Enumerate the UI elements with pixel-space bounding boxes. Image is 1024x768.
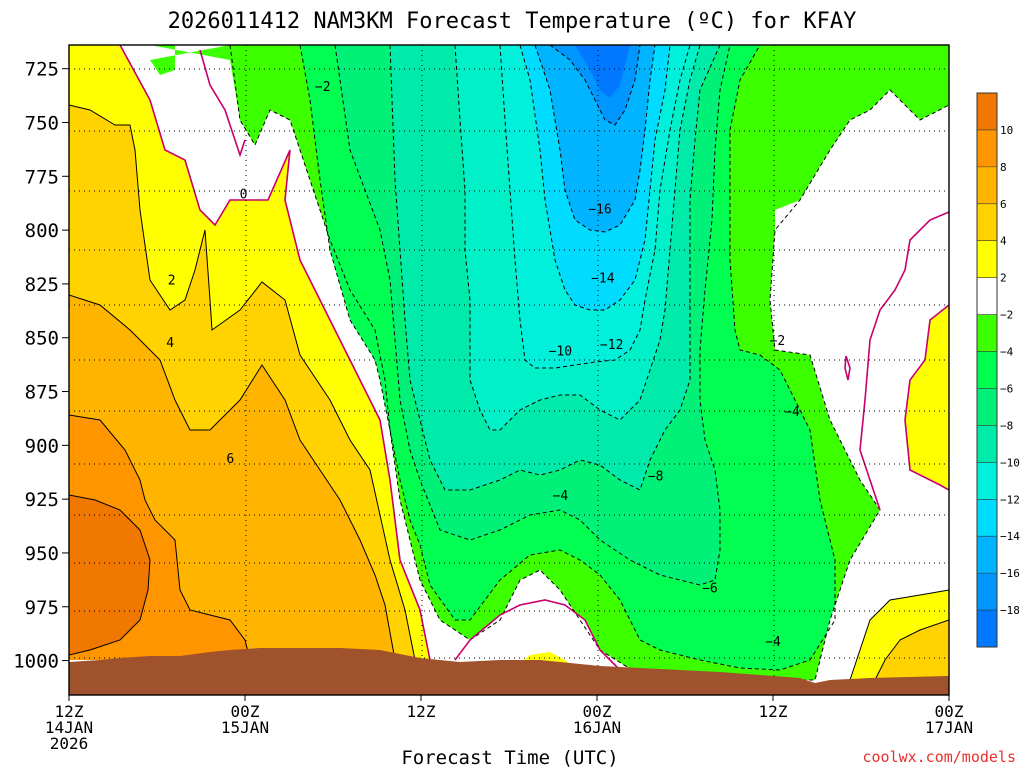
band-cold-minus20: [575, 45, 630, 98]
x-tick-label: 15JAN: [221, 718, 269, 737]
contour-label: −4: [765, 635, 781, 650]
contour-label: 0: [240, 188, 248, 203]
colorbar-label: −10: [1000, 456, 1020, 469]
colorbar-label: 4: [1000, 235, 1007, 248]
x-tick-label: 2026: [50, 734, 89, 753]
y-tick-label: 725: [25, 59, 59, 81]
band-right-gold: [875, 620, 949, 680]
isolines: [69, 45, 949, 681]
colorbar-label: −8: [1000, 419, 1013, 432]
y-tick-label: 925: [25, 489, 59, 511]
y-tick-label: 875: [25, 382, 59, 404]
colorbar-label: 10: [1000, 124, 1013, 137]
band-warm-10: [69, 495, 150, 655]
contour-label: −2: [315, 80, 331, 95]
colorbar-swatch: [977, 388, 997, 426]
colorbar: 10 8 6 4 2 −2 −4 −6 −8 −10 −12 −14 −16 −18: [976, 92, 1020, 648]
colorbar-swatch: [977, 129, 997, 168]
contour-label: −4: [784, 405, 800, 420]
colorbar-swatch: [977, 462, 997, 500]
colorbar-label: −16: [1000, 567, 1020, 580]
colorbar-swatch: [977, 277, 997, 316]
freezing-isotherm: [119, 45, 949, 671]
colorbar-swatch: [977, 93, 997, 131]
y-tick-label: 775: [25, 166, 59, 188]
contour-label: 4: [166, 336, 174, 351]
x-axis-title: Forecast Time (UTC): [401, 747, 618, 768]
contour-label: −8: [648, 469, 664, 484]
colorbar-swatch: [977, 314, 997, 353]
x-tick-label: 16JAN: [573, 718, 621, 737]
y-tick-label: 800: [25, 220, 59, 242]
band-right-white: [775, 90, 949, 680]
band-right-yellow: [905, 305, 949, 490]
x-tick-label: 00Z: [583, 702, 612, 721]
colorbar-swatch: [977, 351, 997, 389]
colorbar-swatch: [977, 573, 997, 611]
plot-frame: [68, 44, 950, 696]
contour-label: −16: [588, 203, 611, 218]
colorbar-swatch: [977, 166, 997, 205]
contour-label: −14: [591, 271, 615, 286]
colorbar-swatch: [977, 610, 997, 648]
y-axis: 725 750 775 800 825 850 875 900 925 950 975 1000: [13, 59, 69, 673]
colorbar-label: 8: [1000, 161, 1007, 174]
colorbar-frame: [976, 92, 998, 648]
colorbar-swatch: [977, 499, 997, 537]
ground: [69, 648, 949, 695]
grid: [69, 45, 949, 695]
colorbar-label: −6: [1000, 382, 1013, 395]
x-tick-label: 12Z: [759, 702, 788, 721]
contour-label: −4: [553, 489, 569, 504]
colorbar-swatch: [977, 425, 997, 463]
colorbar-label: 2: [1000, 272, 1007, 285]
colorbar-label: −14: [1000, 530, 1020, 543]
x-tick-label: 12Z: [407, 702, 436, 721]
credit-link[interactable]: coolwx.com/models: [862, 748, 1016, 766]
y-tick-label: 1000: [13, 651, 59, 673]
y-tick-label: 850: [25, 328, 59, 350]
colorbar-label: −18: [1000, 604, 1020, 617]
contour-label: 6: [226, 452, 234, 467]
y-tick-label: 975: [25, 597, 59, 619]
colorbar-swatch: [977, 536, 997, 574]
contour-label-layer: −2 0 2 4 6 −10 −12 −14 −16 −8 −4 −6 −4 −2 −4: [166, 80, 800, 650]
colorbar-label: 6: [1000, 198, 1007, 211]
colorbar-label: −2: [1000, 309, 1013, 322]
colorbar-swatch: [977, 240, 997, 279]
y-tick-label: 950: [25, 543, 59, 565]
x-tick-label: 14JAN: [45, 718, 93, 737]
x-tick-label: 17JAN: [925, 718, 973, 737]
x-tick-label: 00Z: [231, 702, 260, 721]
contour-label: −2: [770, 334, 786, 349]
chart-title: 2026011412 NAM3KM Forecast Temperature (…: [168, 9, 857, 34]
colorbar-swatch: [977, 203, 997, 242]
y-tick-label: 825: [25, 274, 59, 296]
plot-area: [69, 45, 949, 695]
x-tick-label: 12Z: [55, 702, 84, 721]
colorbar-label: −12: [1000, 493, 1020, 506]
colorbar-label: −4: [1000, 346, 1014, 359]
y-tick-label: 900: [25, 435, 59, 457]
x-tick-label: 00Z: [935, 702, 964, 721]
contour-label: 2: [168, 274, 176, 289]
band-bottom-white-mid: [455, 600, 620, 672]
contour-label: −12: [600, 338, 623, 353]
y-tick-label: 750: [25, 112, 59, 134]
contour-label: −6: [702, 581, 718, 596]
contour-label: −10: [549, 345, 572, 360]
